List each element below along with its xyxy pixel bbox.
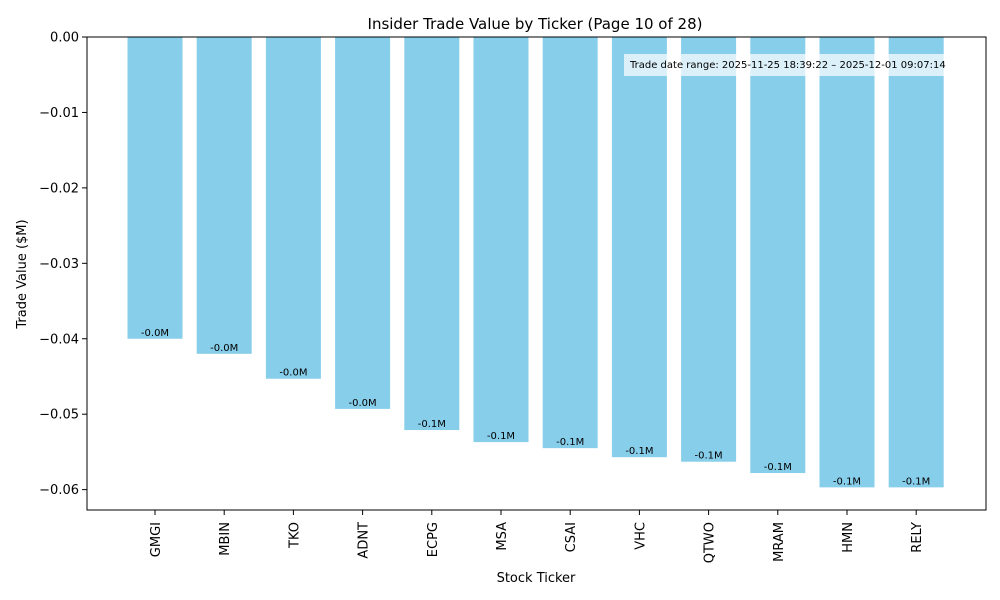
x-axis-label: Stock Ticker	[497, 571, 576, 586]
x-tick-label: ECPG	[426, 522, 441, 557]
x-tick-label: MSA	[495, 522, 510, 551]
y-tick-label: −0.02	[39, 181, 79, 196]
axes	[86, 36, 987, 511]
y-tick-label: −0.01	[39, 106, 79, 121]
bar-qtwo	[681, 37, 737, 462]
y-tick-label: −0.05	[39, 408, 79, 423]
annotation-text: Trade date range: 2025-11-25 18:39:22 – …	[629, 60, 946, 71]
bar-ecpg	[404, 37, 460, 431]
bar-csai	[542, 37, 598, 449]
x-tick-label: HMN	[841, 522, 856, 553]
bars-group	[127, 37, 944, 488]
bar-labels-group: -0.0M -0.0M -0.0M -0.0M -0.1M -0.1M -0.1M -0.1M…	[141, 328, 930, 488]
bar-data-label: -0.0M	[279, 368, 307, 379]
bar-data-label: -0.0M	[349, 398, 377, 409]
y-tick-label: −0.03	[39, 257, 79, 272]
bar-mbin	[196, 37, 252, 354]
bar-data-label: -0.0M	[210, 343, 238, 354]
bar-adnt	[335, 37, 391, 409]
bar-data-label: -0.1M	[833, 476, 861, 487]
x-tick-label: VHC	[633, 522, 648, 550]
plot-frame	[86, 36, 987, 511]
bar-data-label: -0.1M	[625, 446, 653, 457]
bar-data-label: -0.1M	[418, 419, 446, 430]
y-tick-label: 0.00	[50, 31, 79, 46]
y-tick-label: −0.06	[39, 483, 79, 498]
bar-mram	[750, 37, 806, 474]
bar-tko	[265, 37, 321, 379]
y-tick-label: −0.04	[39, 332, 79, 347]
bar-rely	[888, 37, 944, 488]
x-axis-ticks: GMGI MBIN TKO ADNT ECPG MSA CSAI VHC QTWO MRAM HMN…	[149, 510, 925, 563]
date-range-annotation: Trade date range: 2025-11-25 18:39:22 – …	[624, 54, 986, 76]
y-axis-label: Trade Value ($M)	[15, 219, 30, 329]
bar-data-label: -0.1M	[695, 451, 723, 462]
bar-vhc	[611, 37, 667, 458]
x-tick-label: RELY	[910, 522, 925, 553]
bar-msa	[473, 37, 529, 443]
annotation-box	[624, 54, 986, 76]
bar-data-label: -0.1M	[556, 437, 584, 448]
chart-title: Insider Trade Value by Ticker (Page 10 o…	[368, 15, 703, 33]
bar-data-label: -0.1M	[902, 476, 930, 487]
bar-gmgi	[127, 37, 183, 339]
bar-data-label: -0.1M	[487, 431, 515, 442]
x-tick-label: GMGI	[149, 522, 164, 557]
bar-hmn	[819, 37, 875, 488]
x-tick-label: CSAI	[564, 522, 579, 552]
bar-data-label: -0.1M	[764, 462, 792, 473]
x-tick-label: TKO	[287, 522, 302, 549]
x-tick-label: MRAM	[772, 522, 787, 562]
x-tick-label: QTWO	[703, 522, 718, 563]
x-tick-label: ADNT	[357, 522, 372, 559]
y-axis-ticks: 0.00 −0.01 −0.02 −0.03 −0.04 −0.05 −0.06	[39, 31, 87, 498]
x-tick-label: MBIN	[218, 522, 233, 556]
bar-data-label: -0.0M	[141, 328, 169, 339]
